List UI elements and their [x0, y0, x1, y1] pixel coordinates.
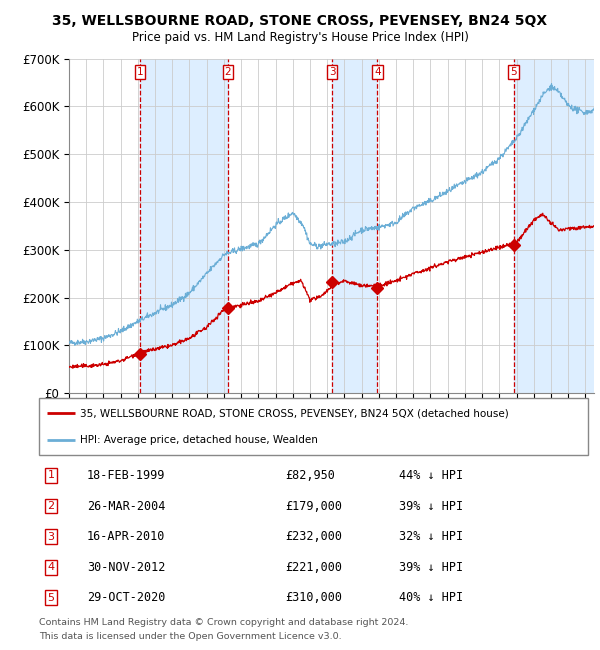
Text: 29-OCT-2020: 29-OCT-2020	[87, 592, 166, 604]
Text: 5: 5	[511, 67, 517, 77]
Text: 26-MAR-2004: 26-MAR-2004	[87, 499, 166, 512]
Bar	[140, 58, 228, 393]
Text: 35, WELLSBOURNE ROAD, STONE CROSS, PEVENSEY, BN24 5QX (detached house): 35, WELLSBOURNE ROAD, STONE CROSS, PEVEN…	[80, 408, 509, 418]
Text: £179,000: £179,000	[285, 499, 342, 512]
Text: 2: 2	[47, 501, 55, 511]
Text: 32% ↓ HPI: 32% ↓ HPI	[399, 530, 463, 543]
Text: Price paid vs. HM Land Registry's House Price Index (HPI): Price paid vs. HM Land Registry's House …	[131, 31, 469, 44]
Bar	[332, 58, 377, 393]
Text: 39% ↓ HPI: 39% ↓ HPI	[399, 499, 463, 512]
Text: 44% ↓ HPI: 44% ↓ HPI	[399, 469, 463, 482]
Text: 2: 2	[224, 67, 231, 77]
Text: 5: 5	[47, 593, 55, 603]
Text: £221,000: £221,000	[285, 560, 342, 574]
FancyBboxPatch shape	[39, 398, 588, 455]
Text: 16-APR-2010: 16-APR-2010	[87, 530, 166, 543]
Text: 3: 3	[47, 532, 55, 541]
Text: Contains HM Land Registry data © Crown copyright and database right 2024.: Contains HM Land Registry data © Crown c…	[39, 618, 409, 627]
Text: 18-FEB-1999: 18-FEB-1999	[87, 469, 166, 482]
Bar	[514, 58, 594, 393]
Text: £310,000: £310,000	[285, 592, 342, 604]
Text: HPI: Average price, detached house, Wealden: HPI: Average price, detached house, Weal…	[80, 435, 318, 445]
Text: £232,000: £232,000	[285, 530, 342, 543]
Text: 3: 3	[329, 67, 335, 77]
Text: 1: 1	[47, 471, 55, 480]
Text: £82,950: £82,950	[285, 469, 335, 482]
Text: 39% ↓ HPI: 39% ↓ HPI	[399, 560, 463, 574]
Text: 4: 4	[47, 562, 55, 572]
Text: This data is licensed under the Open Government Licence v3.0.: This data is licensed under the Open Gov…	[39, 632, 341, 642]
Text: 40% ↓ HPI: 40% ↓ HPI	[399, 592, 463, 604]
Text: 35, WELLSBOURNE ROAD, STONE CROSS, PEVENSEY, BN24 5QX: 35, WELLSBOURNE ROAD, STONE CROSS, PEVEN…	[52, 14, 548, 29]
Text: 1: 1	[137, 67, 143, 77]
Text: 4: 4	[374, 67, 381, 77]
Text: 30-NOV-2012: 30-NOV-2012	[87, 560, 166, 574]
